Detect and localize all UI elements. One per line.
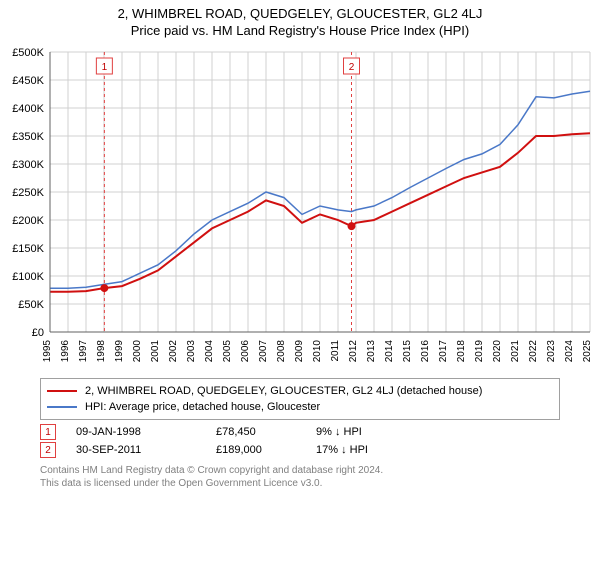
x-tick-label: 2009 [294, 340, 305, 363]
y-tick-label: £300K [12, 159, 44, 171]
y-tick-label: £350K [12, 131, 44, 143]
x-tick-label: 1999 [114, 340, 125, 363]
sales-list: 1 09-JAN-1998£78,4509% ↓ HPI 2 30-SEP-2011£… [0, 424, 600, 458]
y-tick-label: £400K [12, 103, 44, 115]
x-tick-label: 2002 [168, 340, 179, 363]
sale-price: £189,000 [216, 444, 316, 456]
y-tick-label: £100K [12, 271, 44, 283]
x-tick-label: 1995 [42, 340, 53, 363]
legend-row: HPI: Average price, detached house, Glou… [47, 399, 553, 415]
x-tick-label: 2001 [150, 340, 161, 363]
sale-date: 30-SEP-2011 [76, 444, 216, 456]
legend-label: HPI: Average price, detached house, Glou… [85, 401, 320, 413]
x-tick-label: 2020 [492, 340, 503, 363]
footer-line1: Contains HM Land Registry data © Crown c… [40, 464, 560, 477]
x-tick-label: 2024 [564, 340, 575, 363]
sale-date: 09-JAN-1998 [76, 426, 216, 438]
sale-marker-number: 2 [349, 62, 355, 73]
y-tick-label: £250K [12, 187, 44, 199]
sale-row: 1 09-JAN-1998£78,4509% ↓ HPI [40, 424, 560, 440]
x-tick-label: 2017 [438, 340, 449, 363]
x-tick-label: 2010 [312, 340, 323, 363]
sale-badge: 1 [40, 424, 56, 440]
x-tick-label: 2012 [348, 340, 359, 363]
x-tick-label: 2008 [276, 340, 287, 363]
y-tick-label: £150K [12, 243, 44, 255]
title-line2: Price paid vs. HM Land Registry's House … [0, 23, 600, 38]
title-line1: 2, WHIMBREL ROAD, QUEDGELEY, GLOUCESTER,… [0, 6, 600, 21]
x-tick-label: 1997 [78, 340, 89, 363]
price-chart: £0 £50K £100K £150K £200K £250K £300K £350K £400… [0, 42, 600, 372]
sale-marker-number: 1 [102, 62, 108, 73]
x-tick-label: 2018 [456, 340, 467, 363]
x-tick-label: 2019 [474, 340, 485, 363]
x-tick-label: 2016 [420, 340, 431, 363]
y-tick-label: £500K [12, 47, 44, 59]
x-tick-label: 2023 [546, 340, 557, 363]
y-tick-label: £50K [18, 299, 44, 311]
x-tick-label: 2003 [186, 340, 197, 363]
x-tick-label: 2004 [204, 340, 215, 363]
legend-label: 2, WHIMBREL ROAD, QUEDGELEY, GLOUCESTER,… [85, 385, 482, 397]
legend: 2, WHIMBREL ROAD, QUEDGELEY, GLOUCESTER,… [40, 378, 560, 420]
sale-marker-dot [348, 222, 356, 230]
sale-pct-vs-hpi: 17% ↓ HPI [316, 444, 368, 456]
x-tick-label: 2013 [366, 340, 377, 363]
legend-swatch [47, 390, 77, 392]
x-tick-label: 1996 [60, 340, 71, 363]
x-tick-label: 1998 [96, 340, 107, 363]
x-tick-label: 2022 [528, 340, 539, 363]
chart-svg: £0 £50K £100K £150K £200K £250K £300K £350K £400… [0, 42, 600, 372]
x-tick-label: 2021 [510, 340, 521, 363]
y-tick-label: £450K [12, 75, 44, 87]
x-tick-label: 2006 [240, 340, 251, 363]
x-tick-label: 2025 [582, 340, 593, 363]
x-tick-label: 2005 [222, 340, 233, 363]
sale-badge: 2 [40, 442, 56, 458]
sale-pct-vs-hpi: 9% ↓ HPI [316, 426, 362, 438]
y-tick-label: £0 [32, 327, 44, 339]
y-tick-label: £200K [12, 215, 44, 227]
legend-row: 2, WHIMBREL ROAD, QUEDGELEY, GLOUCESTER,… [47, 383, 553, 399]
sale-row: 2 30-SEP-2011£189,00017% ↓ HPI [40, 442, 560, 458]
footer-line2: This data is licensed under the Open Gov… [40, 477, 560, 490]
x-tick-label: 2015 [402, 340, 413, 363]
sale-price: £78,450 [216, 426, 316, 438]
x-tick-label: 2000 [132, 340, 143, 363]
x-tick-label: 2011 [330, 340, 341, 362]
footer: Contains HM Land Registry data © Crown c… [40, 464, 560, 490]
legend-swatch [47, 406, 77, 408]
x-tick-label: 2007 [258, 340, 269, 363]
x-tick-label: 2014 [384, 340, 395, 363]
sale-marker-dot [100, 284, 108, 292]
